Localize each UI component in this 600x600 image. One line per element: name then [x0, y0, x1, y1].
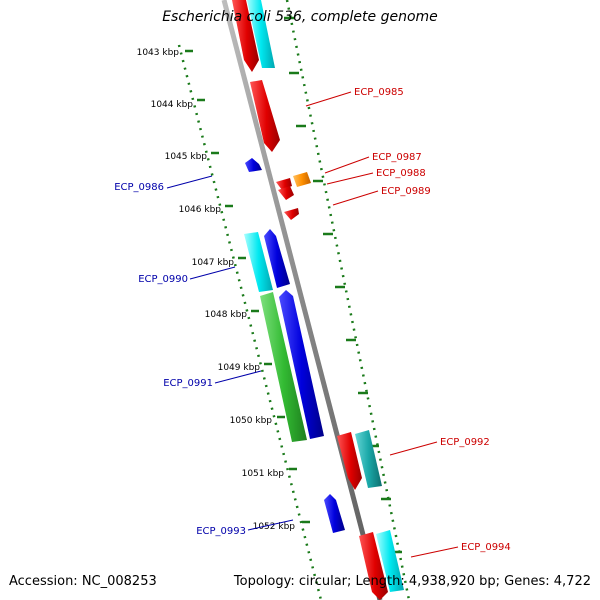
gene-label[interactable]: ECP_0993 [196, 526, 246, 537]
feature-cds-plus[interactable] [337, 432, 362, 490]
gene-label[interactable]: ECP_0986 [114, 182, 164, 193]
feature-misc[interactable] [260, 292, 307, 442]
gene-label[interactable]: ECP_0989 [381, 186, 431, 197]
feature-cds-minus[interactable] [264, 229, 290, 288]
feature-gene-plus[interactable] [247, 0, 275, 68]
minus-leaders [166, 175, 294, 531]
backbone [221, 0, 383, 600]
feature-cds-plus[interactable] [284, 208, 299, 220]
gene-label[interactable]: ECP_0990 [138, 274, 188, 285]
feature-cds-minus[interactable] [245, 158, 262, 172]
feature-gene-plus[interactable] [376, 530, 404, 592]
feature-cds-plus[interactable] [278, 186, 294, 200]
gene-label[interactable]: ECP_0992 [440, 437, 490, 448]
tick-label: 1050 kbp [230, 416, 273, 426]
tick-label: 1047 kbp [192, 258, 235, 268]
tick-label: 1044 kbp [151, 100, 194, 110]
gene-label[interactable]: ECP_0988 [376, 168, 426, 179]
tick-label: 1051 kbp [242, 469, 285, 479]
major-ticks [185, 49, 310, 524]
tick-label: 1045 kbp [165, 152, 208, 162]
feature-rna[interactable] [293, 172, 311, 187]
feature-cds-plus[interactable] [250, 80, 280, 152]
feature-cds-minus[interactable] [324, 494, 345, 533]
inner-ruler [177, 44, 323, 600]
feature-teal-plus[interactable] [355, 430, 382, 488]
gene-label[interactable]: ECP_0994 [461, 542, 511, 553]
tick-label: 1048 kbp [205, 310, 248, 320]
tick-label: 1049 kbp [218, 363, 261, 373]
tick-label: 1052 kbp [253, 522, 296, 532]
tick-label: 1043 kbp [137, 48, 180, 58]
plus-leaders [305, 91, 459, 558]
feature-gene-minus[interactable] [244, 232, 273, 292]
feature-cds-plus[interactable] [232, 0, 259, 72]
gene-label[interactable]: ECP_0991 [163, 378, 213, 389]
outer-major-ticks [284, 16, 402, 554]
feature-cds-minus[interactable] [279, 290, 324, 439]
gene-label[interactable]: ECP_0987 [372, 152, 422, 163]
map-title: Escherichia coli 536, complete genome [162, 9, 438, 25]
genome-summary: Topology: circular; Length: 4,938,920 bp… [233, 574, 591, 589]
tick-label: 1046 kbp [179, 205, 222, 215]
feature-cds-plus[interactable] [359, 532, 388, 600]
accession-text: Accession: NC_008253 [9, 574, 157, 589]
outer-ruler [285, 0, 411, 600]
gene-label[interactable]: ECP_0985 [354, 87, 404, 98]
